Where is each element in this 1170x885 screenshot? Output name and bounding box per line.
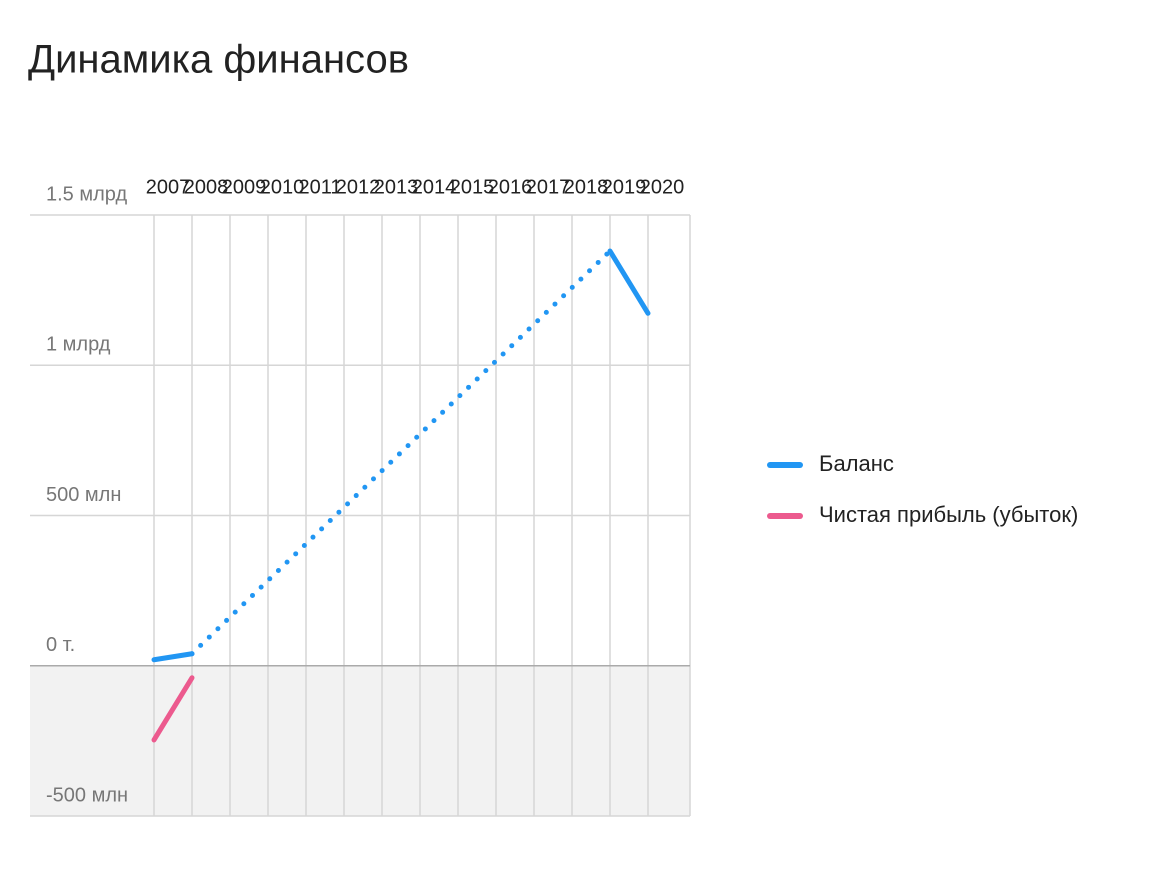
legend-label: Баланс — [819, 451, 894, 476]
series-line — [607, 248, 651, 316]
y-tick-label: 500 млн — [46, 484, 121, 506]
x-tick-label: 2008 — [184, 176, 229, 198]
x-tick-label: 2011 — [298, 176, 341, 198]
x-tick-label: 2013 — [374, 176, 419, 198]
y-tick-label: 1.5 млрд — [46, 183, 127, 205]
x-tick-label: 2009 — [222, 176, 267, 198]
x-tick-label: 2015 — [450, 176, 495, 198]
x-tick-label: 2018 — [564, 176, 609, 198]
x-tick-label: 2020 — [640, 176, 685, 198]
y-tick-label: -500 млн — [46, 784, 128, 806]
x-tick-label: 2019 — [602, 176, 647, 198]
y-tick-label: 1 млрд — [46, 334, 111, 356]
legend-label: Чистая прибыль (убыток) — [819, 502, 1078, 527]
x-tick-label: 2016 — [488, 176, 533, 198]
x-tick-label: 2014 — [412, 176, 457, 198]
interpolated-line — [189, 248, 613, 657]
x-tick-label: 2017 — [526, 176, 571, 198]
chart-title: Динамика финансов — [28, 38, 409, 82]
x-tick-label: 2010 — [260, 176, 305, 198]
negative-area — [30, 665, 690, 816]
y-tick-label: 0 т. — [46, 634, 75, 656]
x-tick-label: 2012 — [336, 176, 381, 198]
series-line — [151, 651, 195, 663]
series-line — [151, 675, 195, 743]
x-tick-label: 2007 — [146, 176, 191, 198]
